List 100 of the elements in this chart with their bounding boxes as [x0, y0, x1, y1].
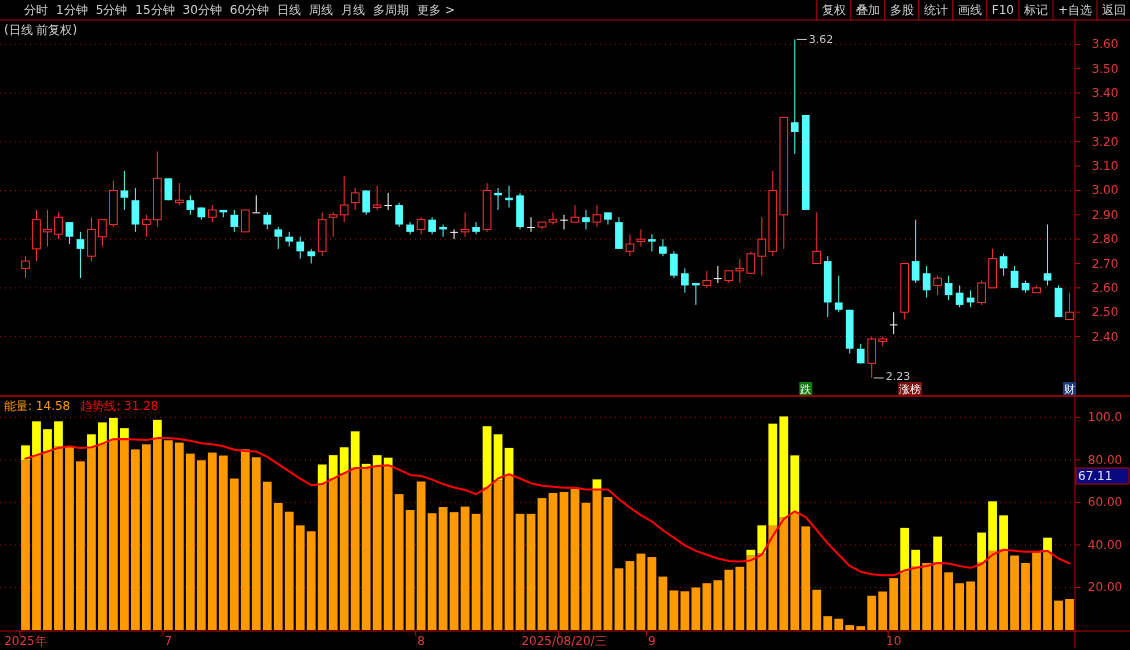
- bar: [438, 507, 448, 630]
- y-tick-label: 2.60: [1091, 280, 1119, 295]
- bar: [328, 478, 338, 630]
- bar: [548, 493, 558, 630]
- bar: [911, 549, 921, 566]
- bar: [416, 481, 426, 630]
- bar: [867, 595, 877, 630]
- bar: [669, 590, 679, 630]
- bar: [1065, 598, 1074, 630]
- y-tick-label: 2.40: [1091, 329, 1119, 344]
- bar: [361, 468, 371, 630]
- bar: [999, 515, 1008, 549]
- text: +自选: [1057, 3, 1092, 17]
- bar: [229, 478, 239, 630]
- bar: [746, 555, 756, 630]
- bar: [790, 455, 800, 513]
- bar: [141, 444, 151, 630]
- bar: [779, 416, 789, 518]
- bar: [54, 421, 63, 447]
- text: 30分钟: [182, 3, 222, 17]
- bar: [185, 453, 195, 630]
- bar: [922, 562, 932, 630]
- bar: [757, 525, 767, 554]
- y-tick-label: 3.20: [1091, 134, 1119, 149]
- bar: [614, 568, 624, 630]
- bar: [647, 557, 657, 630]
- text: 日线: [277, 3, 302, 17]
- bar: [757, 553, 767, 630]
- bar: [526, 513, 536, 630]
- bar: [746, 549, 756, 556]
- bar: [999, 548, 1008, 630]
- bar: [812, 589, 822, 630]
- bar: [1021, 562, 1030, 630]
- bar: [405, 510, 415, 630]
- bar: [592, 490, 602, 630]
- bar: [471, 513, 481, 630]
- bar: [768, 525, 778, 630]
- bar: [988, 550, 997, 630]
- text: 返回: [1102, 3, 1126, 17]
- bar: [196, 460, 206, 630]
- y-tick-label: 60.00: [1087, 495, 1123, 510]
- line-series: [24, 437, 1071, 577]
- x-tick-label: 7: [164, 634, 173, 648]
- text: F10: [991, 3, 1014, 17]
- bar: [911, 565, 921, 630]
- bar: [152, 438, 162, 630]
- bar: [383, 465, 393, 630]
- x-tick-label: 2025/08/20/三: [521, 634, 607, 648]
- bar: [790, 513, 800, 630]
- y-tick-label: 3.50: [1091, 61, 1119, 76]
- bar: [65, 446, 74, 630]
- bar: [21, 460, 30, 630]
- bar: [581, 502, 591, 630]
- bar: [933, 562, 943, 630]
- bar: [152, 419, 162, 439]
- bar: [251, 457, 261, 630]
- bar: [691, 587, 701, 630]
- bar: [702, 583, 712, 630]
- high-note: 3.62: [796, 33, 834, 47]
- bar: [966, 581, 975, 630]
- text: 67.11: [1078, 469, 1113, 483]
- text: 趋势线: 31.28: [80, 399, 159, 413]
- bar: [955, 583, 965, 630]
- bar: [570, 488, 580, 630]
- bar: [306, 531, 316, 630]
- x-tick-label: 8: [417, 634, 425, 648]
- bar: [493, 480, 503, 630]
- bar: [131, 449, 140, 630]
- bar: [933, 536, 943, 563]
- bar: [262, 481, 272, 630]
- bar: [636, 553, 646, 630]
- y-tick-label: 3.00: [1091, 183, 1119, 198]
- bar: [1010, 555, 1019, 630]
- text: 复权: [821, 3, 846, 17]
- bar: [120, 428, 129, 439]
- bar: [32, 455, 41, 630]
- bar: [240, 449, 250, 630]
- y-tick-label: 2.80: [1091, 232, 1119, 247]
- bar: [98, 422, 107, 445]
- bar: [845, 625, 855, 630]
- bar: [109, 417, 118, 439]
- bar: [823, 616, 833, 630]
- bar: [350, 467, 360, 630]
- bar: [218, 455, 228, 630]
- bar: [174, 442, 184, 630]
- bar: [680, 591, 690, 630]
- text: 15分钟: [135, 3, 175, 17]
- bar: [54, 446, 63, 630]
- text: 叠加: [855, 3, 880, 17]
- bar: [328, 455, 338, 479]
- bar: [21, 445, 30, 461]
- bar: [284, 511, 294, 630]
- bar: [273, 503, 283, 630]
- bar: [977, 532, 986, 563]
- y-tick-label: 80.00: [1087, 452, 1123, 467]
- bar: [207, 452, 217, 630]
- y-tick-label: 3.40: [1091, 86, 1119, 101]
- bar: [900, 571, 910, 630]
- bar: [625, 561, 635, 630]
- x-tick-label: 10: [886, 634, 902, 648]
